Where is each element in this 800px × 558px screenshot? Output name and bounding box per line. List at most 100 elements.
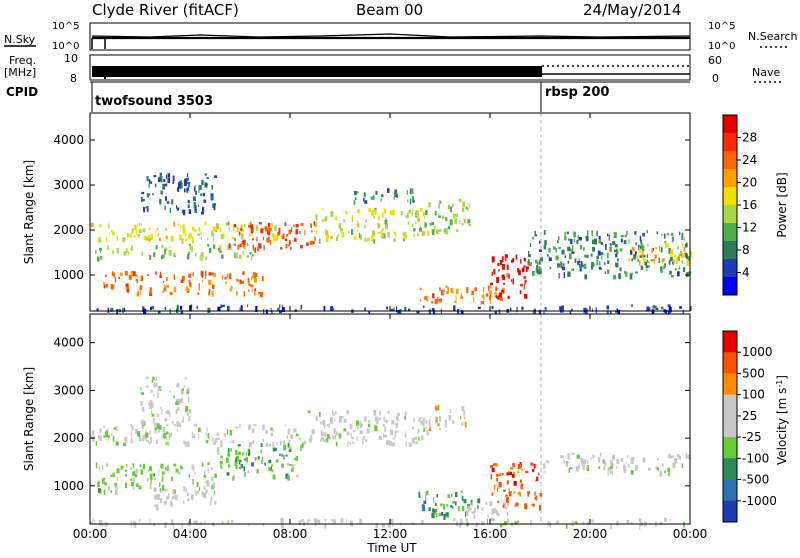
echo-cell: [583, 459, 586, 465]
echo-cell: [300, 223, 304, 226]
echo-cell: [221, 254, 224, 259]
echo-cell: [571, 251, 575, 254]
echo-cell: [266, 237, 269, 243]
echo-cell: [155, 504, 159, 511]
echo-cell: [107, 307, 110, 313]
echo-cell: [616, 520, 619, 526]
echo-cell: [443, 514, 446, 520]
echo-cell: [502, 290, 505, 294]
echo-cell: [655, 305, 657, 310]
echo-cell: [210, 497, 212, 503]
echo-cell: [437, 423, 440, 427]
echo-cell: [528, 251, 530, 257]
echo-cell: [257, 456, 260, 460]
echo-cell: [610, 310, 612, 315]
echo-cell: [220, 441, 223, 448]
echo-cell: [487, 514, 489, 517]
echo-cell: [247, 281, 250, 286]
echo-cell: [477, 306, 481, 309]
echo-cell: [159, 237, 161, 242]
echo-cell: [187, 186, 190, 191]
echo-cell: [173, 423, 176, 427]
echo-cell: [98, 488, 101, 493]
echo-cell: [239, 279, 242, 284]
echo-cell: [184, 441, 187, 447]
echo-cell: [557, 520, 559, 523]
echo-cell: [324, 439, 327, 443]
echo-cell: [670, 455, 674, 458]
echo-cell: [539, 240, 541, 244]
echo-cell: [495, 288, 499, 291]
echo-cell: [489, 295, 491, 301]
echo-cell: [304, 440, 307, 445]
echo-cell: [656, 467, 659, 471]
echo-cell: [489, 290, 492, 295]
echo-cell: [198, 283, 200, 289]
echo-cell: [287, 443, 290, 448]
echo-cell: [265, 430, 268, 434]
echo-cell: [498, 486, 500, 489]
echo-cell: [134, 474, 138, 478]
echo-cell: [191, 238, 194, 244]
echo-cell: [591, 308, 593, 312]
echo-cell: [159, 198, 162, 205]
echo-cell: [670, 254, 673, 258]
echo-cell: [528, 262, 532, 267]
echo-cell: [235, 426, 239, 429]
echo-cell: [92, 429, 95, 435]
echo-cell: [141, 251, 143, 256]
echo-cell: [236, 291, 238, 296]
echo-cell: [635, 242, 637, 246]
echo-cell: [395, 416, 399, 421]
echo-cell: [215, 223, 220, 227]
echo-cell: [410, 188, 414, 195]
echo-cell: [538, 259, 542, 265]
echo-cell: [154, 428, 157, 434]
echo-cell: [501, 473, 504, 476]
echo-cell: [146, 176, 149, 182]
echo-region: [528, 230, 692, 280]
echo-cell: [567, 453, 570, 460]
echo-cell: [194, 471, 196, 475]
echo-cell: [513, 481, 517, 486]
echo-cell: [449, 219, 453, 226]
echo-cell: [461, 421, 464, 427]
echo-cell: [200, 231, 202, 235]
echo-cell: [473, 296, 475, 303]
echo-cell: [175, 401, 179, 405]
echo-cell: [446, 504, 449, 507]
echo-cell: [371, 235, 374, 240]
echo-cell: [345, 210, 348, 215]
echo-cell: [341, 416, 344, 419]
echo-cell: [169, 390, 171, 393]
echo-cell: [213, 490, 215, 495]
echo-cell: [153, 393, 155, 397]
echo-cell: [157, 392, 159, 398]
echo-cell: [319, 238, 321, 244]
xtick-label: 20:00: [573, 527, 608, 541]
echo-cell: [356, 420, 360, 427]
echo-cell: [218, 247, 220, 252]
echo-cell: [481, 294, 485, 298]
echo-cell: [517, 520, 520, 523]
echo-cell: [592, 246, 595, 252]
echo-cell: [377, 216, 380, 221]
echo-cell: [227, 448, 230, 452]
echo-cell: [682, 243, 684, 248]
echo-cell: [598, 261, 601, 266]
echo-cell: [525, 470, 529, 474]
echo-cell: [422, 230, 426, 236]
echo-cell: [617, 258, 619, 262]
echo-cell: [610, 523, 612, 530]
echo-cell: [243, 224, 246, 228]
echo-cell: [188, 183, 190, 187]
echo-cell: [459, 220, 461, 224]
echo-cell: [431, 512, 435, 519]
echo-cell: [640, 253, 642, 257]
echo-cell: [98, 520, 101, 526]
echo-cell: [110, 229, 113, 233]
echo-cell: [519, 290, 522, 295]
echo-cell: [610, 466, 613, 469]
echo-cell: [454, 492, 458, 498]
